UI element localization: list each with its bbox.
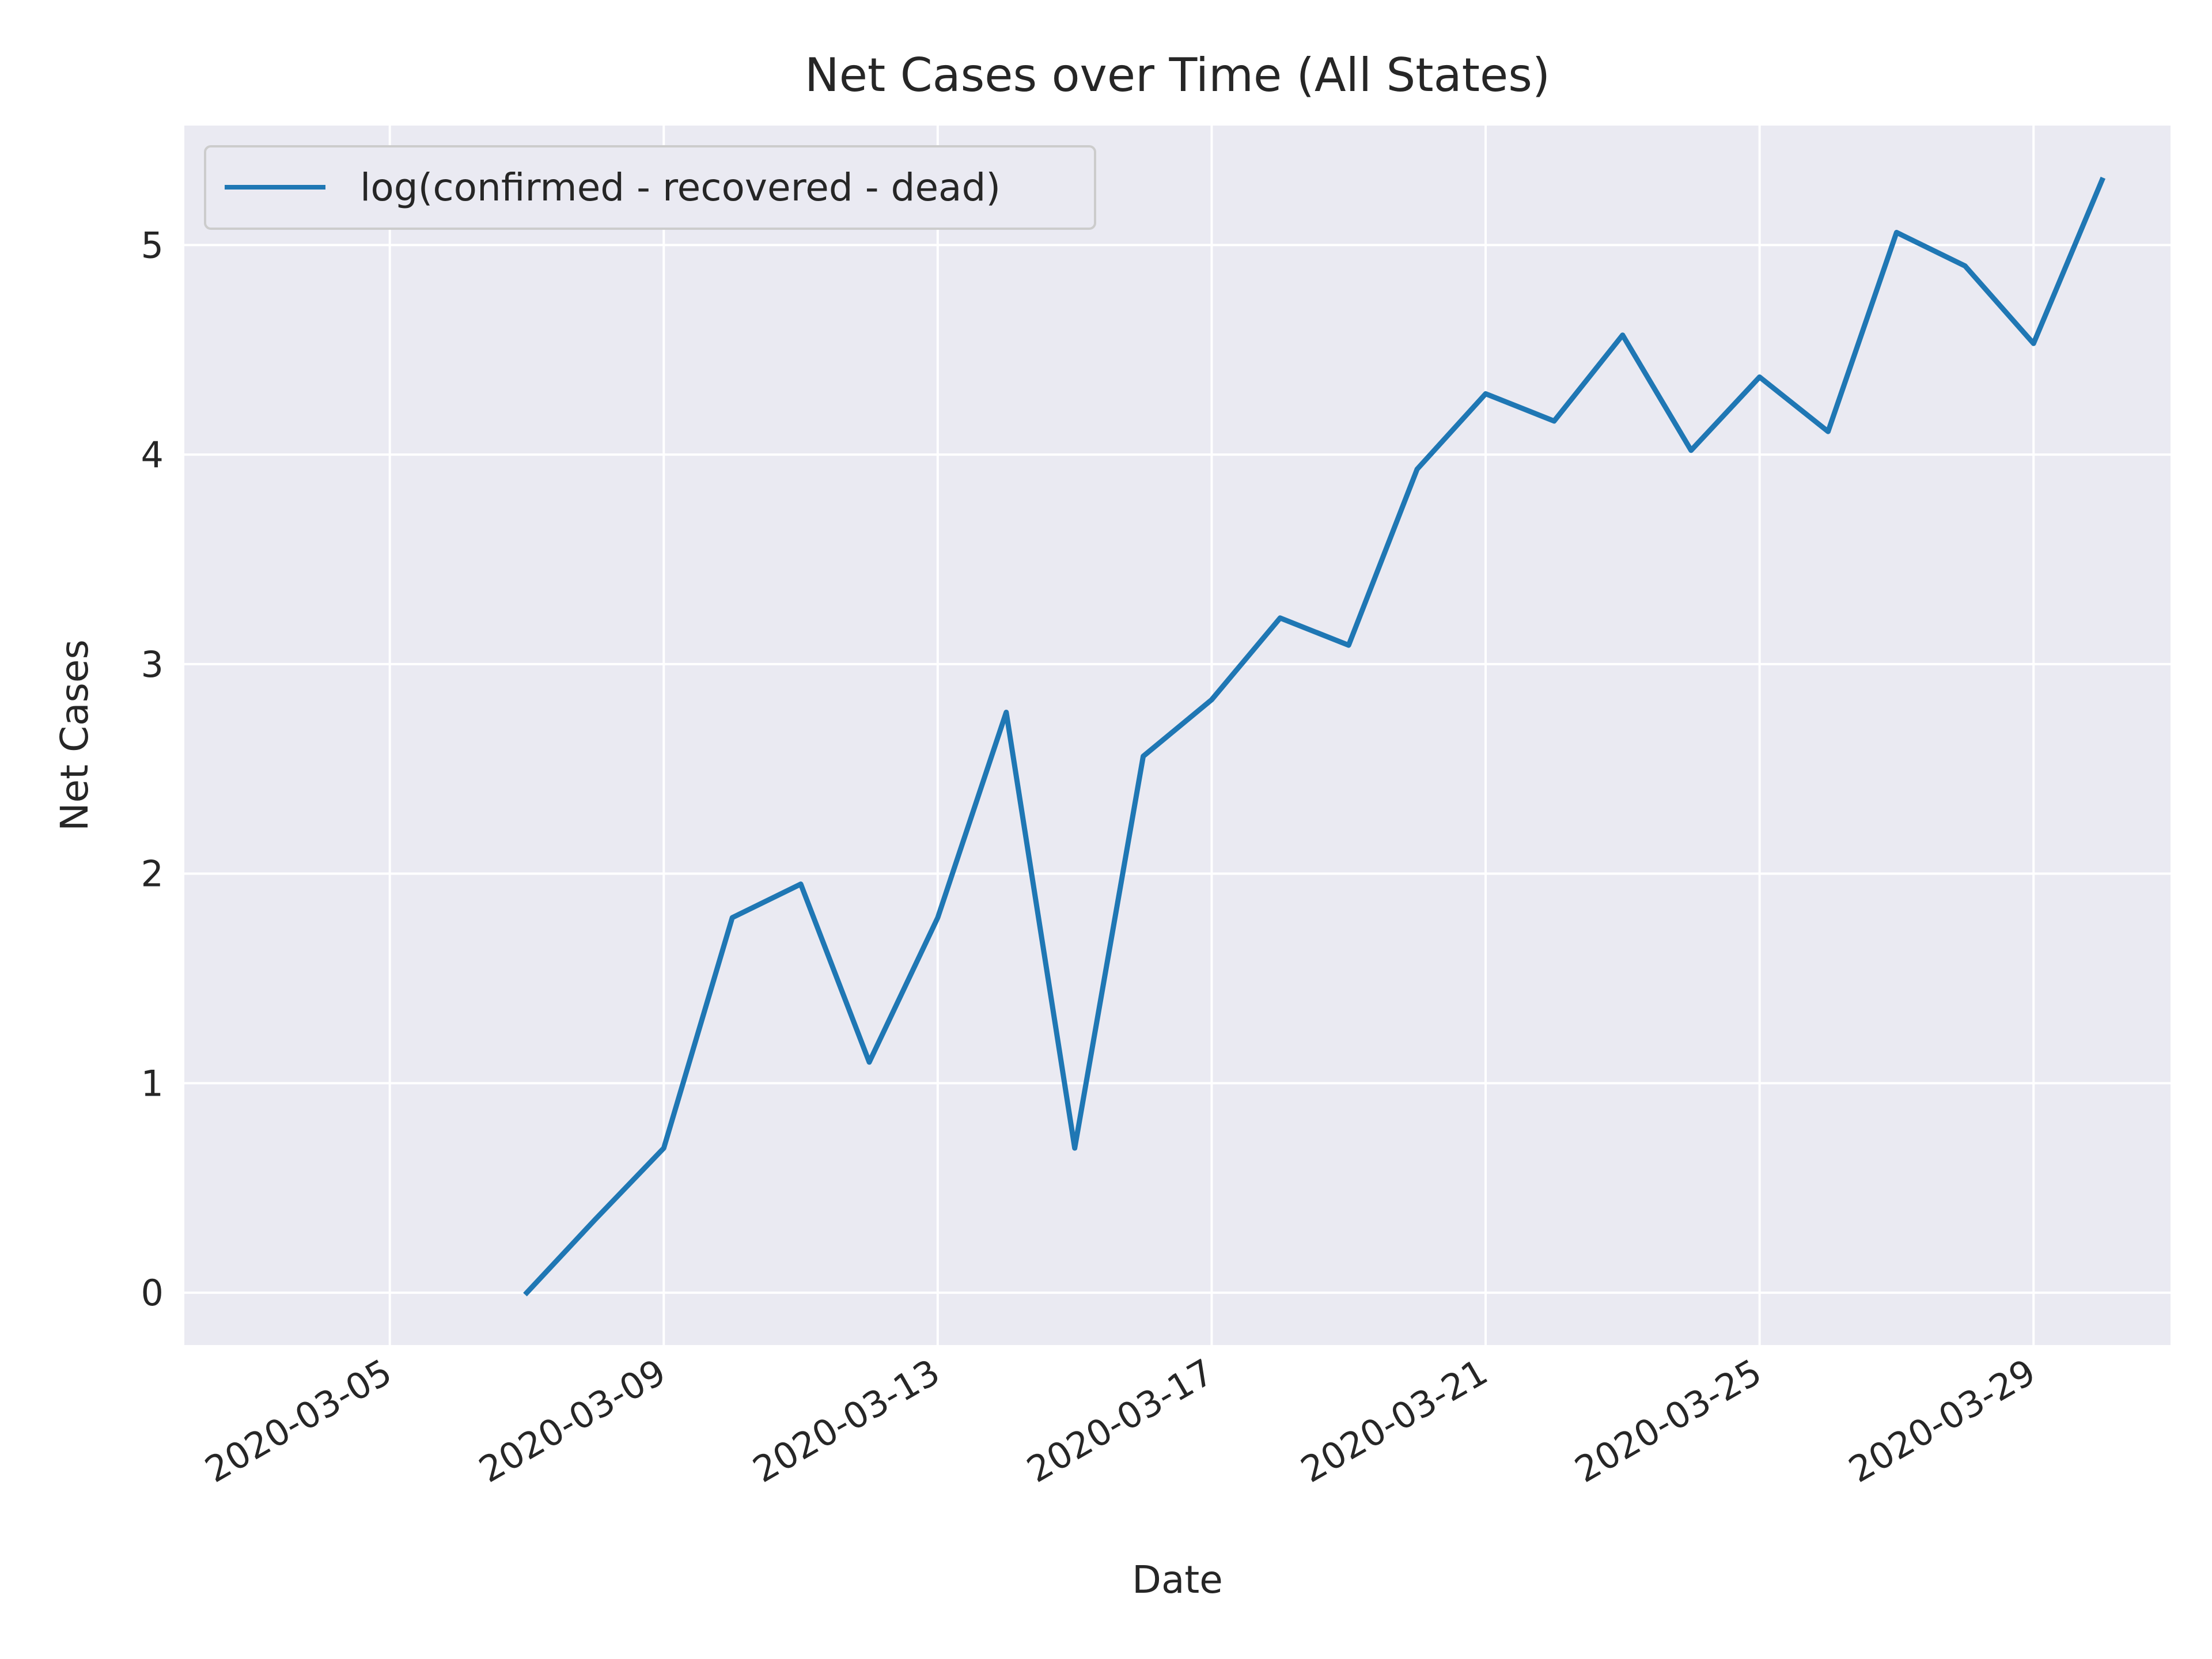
y-tick-label: 4: [141, 434, 164, 476]
series-line-layer: [523, 176, 2105, 1297]
x-tick-label: 2020-03-25: [1568, 1351, 1769, 1491]
x-tick-label: 2020-03-21: [1294, 1351, 1495, 1491]
x-tick-label: 2020-03-09: [472, 1351, 673, 1491]
plot-area: [184, 126, 2171, 1345]
x-tick-label: 2020-03-05: [198, 1351, 399, 1491]
y-tick-label: 5: [141, 224, 164, 266]
y-axis-label: Net Cases: [52, 639, 97, 831]
chart-title: Net Cases over Time (All States): [805, 48, 1550, 102]
legend-entry: log(confirmed - recovered - dead): [360, 165, 1001, 210]
x-tick-label: 2020-03-29: [1842, 1351, 2043, 1491]
series-line: [523, 176, 2105, 1297]
x-tick-label: 2020-03-17: [1020, 1351, 1221, 1491]
grid: [184, 126, 2171, 1345]
x-axis-ticks: 2020-03-05 2020-03-09 2020-03-13 2020-03-17…: [198, 1351, 2043, 1491]
y-tick-label: 1: [141, 1062, 164, 1104]
legend-box: [204, 145, 1096, 230]
x-axis-label: Date: [1132, 1558, 1223, 1602]
x-tick-label: 2020-03-13: [746, 1351, 947, 1491]
y-tick-label: 0: [141, 1272, 164, 1314]
legend: log(confirmed - recovered - dead): [204, 145, 1096, 230]
y-tick-label: 2: [141, 853, 164, 895]
y-tick-label: 3: [141, 643, 164, 685]
y-axis-ticks: 0 1 2 3 4 5: [141, 224, 164, 1314]
